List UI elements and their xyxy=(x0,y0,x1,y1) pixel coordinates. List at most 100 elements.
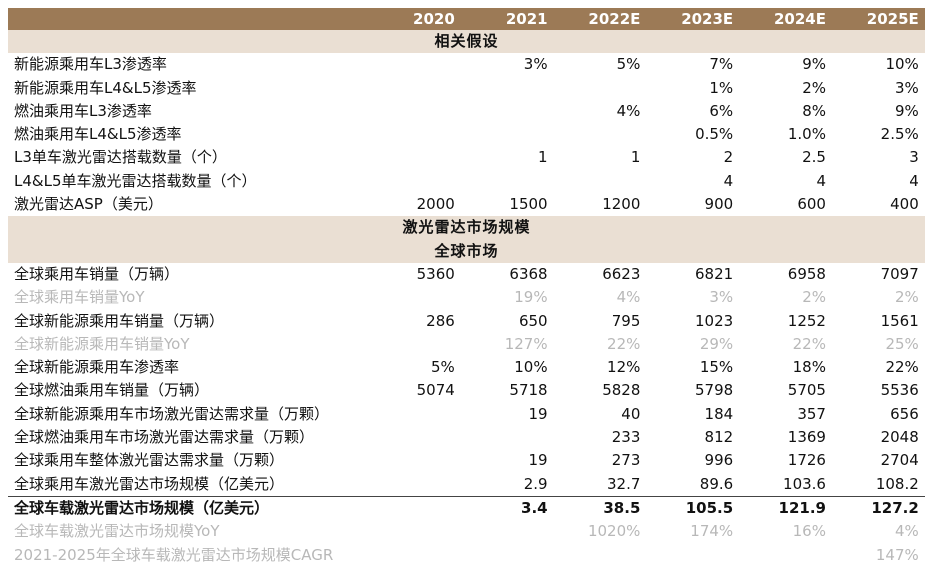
value-cell: 6958 xyxy=(787,264,826,283)
value-cell: 3% xyxy=(709,288,734,307)
section-title: 激光雷达市场规模 xyxy=(402,218,531,237)
value-cell: 1 xyxy=(630,148,641,167)
value-cell: 6623 xyxy=(602,264,641,283)
value-cell: 3 xyxy=(909,148,919,167)
value-cell: 12% xyxy=(607,358,641,377)
row-label: 全球新能源乘用车市场激光雷达需求量（万颗） xyxy=(14,404,330,423)
value-cell: 40 xyxy=(621,404,641,423)
value-cell: 89.6 xyxy=(699,474,734,493)
value-cell: 1020% xyxy=(587,522,641,541)
value-cell: 900 xyxy=(704,195,734,214)
table-row: 全球乘用车销量YoY 19% 4% 3% 2% 2% xyxy=(8,286,925,309)
row-label: 燃油乘用车L3渗透率 xyxy=(14,101,152,120)
value-cell: 2% xyxy=(802,288,826,307)
header-year-2021: 2021 xyxy=(505,10,548,28)
value-cell: 5798 xyxy=(695,381,734,400)
value-cell: 4% xyxy=(616,288,641,307)
value-cell: 9% xyxy=(802,55,826,74)
row-label: 全球车载激光雷达市场规模（亿美元） xyxy=(14,498,270,517)
value-cell: 29% xyxy=(699,334,734,353)
table-row: 全球燃油乘用车销量（万辆） 5074 5718 5828 5798 5705 5536 xyxy=(8,379,925,402)
value-cell: 38.5 xyxy=(603,498,641,517)
value-cell: 9% xyxy=(894,101,919,120)
table-row: 全球乘用车激光雷达市场规模（亿美元） 2.9 32.7 89.6 103.6 108.2 xyxy=(8,473,925,496)
section-title: 全球市场 xyxy=(434,241,499,260)
value-cell: 3.4 xyxy=(521,498,548,517)
table-row: 新能源乘用车L4&L5渗透率 1% 2% 3% xyxy=(8,77,925,100)
value-cell: 2000 xyxy=(416,195,455,214)
value-cell: 127% xyxy=(504,334,548,353)
row-label: L4&L5单车激光雷达搭载数量（个） xyxy=(14,171,257,190)
value-cell: 8% xyxy=(802,101,826,120)
value-cell: 127.2 xyxy=(871,498,919,517)
value-cell: 4 xyxy=(816,171,826,190)
section-header: 相关假设 xyxy=(8,30,925,54)
row-label: 燃油乘用车L4&L5渗透率 xyxy=(14,125,182,144)
table-row: 全球新能源乘用车销量YoY 127% 22% 29% 22% 25% xyxy=(8,333,925,356)
value-cell: 108.2 xyxy=(875,474,919,493)
value-cell: 5% xyxy=(616,55,641,74)
value-cell: 357 xyxy=(797,404,826,423)
value-cell: 1023 xyxy=(695,311,734,330)
row-label: 全球燃油乘用车销量（万辆） xyxy=(14,381,210,400)
value-cell: 1.0% xyxy=(787,125,826,144)
value-cell: 25% xyxy=(885,334,919,353)
value-cell: 184 xyxy=(704,404,734,423)
value-cell: 2048 xyxy=(880,428,919,447)
header-year-2023e: 2023E xyxy=(681,10,734,28)
table-row: 2021-2025年全球车载激光雷达市场规模CAGR 147% xyxy=(8,544,925,567)
table-row: 激光雷达ASP（美元） 2000 1500 1200 900 600 400 xyxy=(8,193,925,216)
row-label: 全球乘用车激光雷达市场规模（亿美元） xyxy=(14,474,285,493)
value-cell: 2.5% xyxy=(880,125,919,144)
header-year-2022e: 2022E xyxy=(588,10,641,28)
value-cell: 1% xyxy=(709,78,734,97)
row-label: 全球新能源乘用车渗透率 xyxy=(14,358,180,377)
value-cell: 4 xyxy=(909,171,919,190)
value-cell: 6% xyxy=(709,101,734,120)
row-label: 全球燃油乘用车市场激光雷达需求量（万颗） xyxy=(14,428,315,447)
table-row: 全球新能源乘用车市场激光雷达需求量（万颗） 19 40 184 357 656 xyxy=(8,403,925,426)
value-cell: 5536 xyxy=(880,381,919,400)
table-row: L4&L5单车激光雷达搭载数量（个） 4 4 4 xyxy=(8,170,925,193)
value-cell: 1252 xyxy=(787,311,826,330)
value-cell: 4% xyxy=(894,522,919,541)
row-label: 全球新能源乘用车销量YoY xyxy=(14,334,190,353)
value-cell: 22% xyxy=(885,358,919,377)
value-cell: 1 xyxy=(538,148,548,167)
value-cell: 1726 xyxy=(787,451,826,470)
table-row: 燃油乘用车L3渗透率 4% 6% 8% 9% xyxy=(8,100,925,123)
value-cell: 5074 xyxy=(416,381,455,400)
row-label: 激光雷达ASP（美元） xyxy=(14,195,163,214)
value-cell: 273 xyxy=(611,451,641,470)
value-cell: 400 xyxy=(890,195,919,214)
value-cell: 0.5% xyxy=(695,125,734,144)
header-year-2020: 2020 xyxy=(413,10,455,28)
value-cell: 233 xyxy=(611,428,641,447)
value-cell: 650 xyxy=(518,311,548,330)
value-cell: 10% xyxy=(885,55,919,74)
table-row: 新能源乘用车L3渗透率 3% 5% 7% 9% 10% xyxy=(8,53,925,76)
value-cell: 2 xyxy=(723,148,734,167)
value-cell: 5828 xyxy=(602,381,641,400)
table-row: 全球车载激光雷达市场规模（亿美元） 3.4 38.5 105.5 121.9 127.2 xyxy=(8,495,925,520)
section-header: 全球市场 xyxy=(8,239,925,263)
value-cell: 32.7 xyxy=(606,474,641,493)
value-cell: 6821 xyxy=(695,264,734,283)
section-header: 激光雷达市场规模 xyxy=(8,216,925,240)
value-cell: 3% xyxy=(894,78,919,97)
header-year-2025e: 2025E xyxy=(866,10,919,28)
table-body: 相关假设 新能源乘用车L3渗透率 3% 5% 7% 9% 10% 新能源乘用车L4&L5渗透率… xyxy=(8,30,925,567)
value-cell: 19% xyxy=(514,288,548,307)
value-cell: 10% xyxy=(514,358,548,377)
value-cell: 22% xyxy=(607,334,641,353)
value-cell: 1500 xyxy=(509,195,548,214)
value-cell: 2% xyxy=(802,78,826,97)
row-label: 全球乘用车整体激光雷达需求量（万颗） xyxy=(14,451,285,470)
value-cell: 1369 xyxy=(787,428,826,447)
value-cell: 7% xyxy=(709,55,734,74)
row-label: L3单车激光雷达搭载数量（个） xyxy=(14,148,227,167)
value-cell: 286 xyxy=(426,311,455,330)
value-cell: 1561 xyxy=(880,311,919,330)
value-cell: 5360 xyxy=(416,264,455,283)
value-cell: 6368 xyxy=(509,264,548,283)
